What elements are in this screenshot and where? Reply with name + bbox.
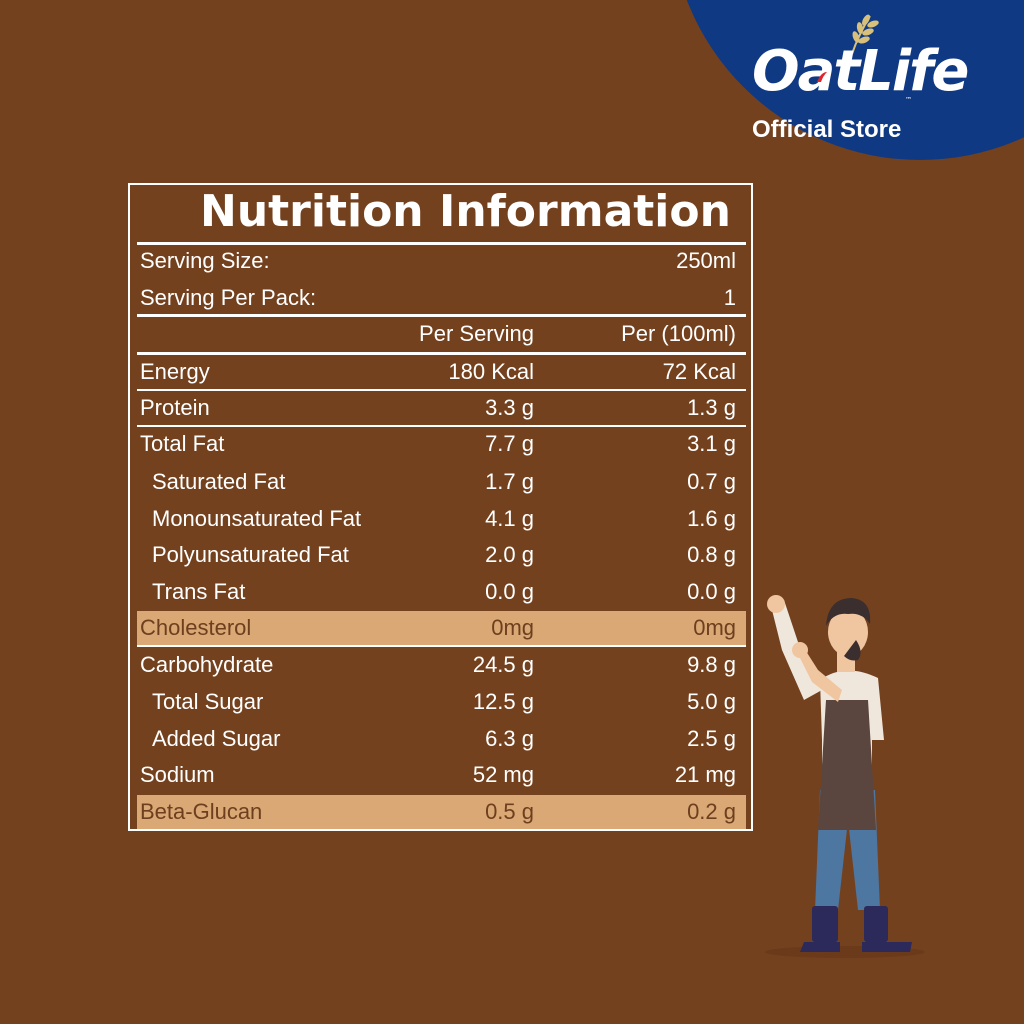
nutrient-label: Saturated Fat xyxy=(152,469,286,494)
table-row: Protein 3.3 g 1.3 g xyxy=(137,391,746,425)
per-100ml-value: 0.7 g xyxy=(687,469,736,494)
nutrient-label: Trans Fat xyxy=(152,579,246,604)
per-serving-value: 6.3 g xyxy=(485,726,534,751)
table-row: Polyunsaturated Fat 2.0 g 0.8 g xyxy=(137,538,746,572)
serving-size-row: Serving Size: 250ml xyxy=(137,244,746,278)
per-serving-value: 0.0 g xyxy=(485,579,534,604)
serving-per-pack-label: Serving Per Pack: xyxy=(140,285,317,310)
table-row: Trans Fat 0.0 g 0.0 g xyxy=(137,575,746,609)
per-100ml-value: 0mg xyxy=(693,615,736,640)
table-row-highlighted: Cholesterol 0mg 0mg xyxy=(137,611,746,645)
per-serving-value: 7.7 g xyxy=(485,431,534,456)
nutrient-label: Sodium xyxy=(140,762,215,787)
table-row: Sodium 52 mg 21 mg xyxy=(137,758,746,792)
per-serving-value: 2.0 g xyxy=(485,542,534,567)
table-row: Monounsaturated Fat 4.1 g 1.6 g xyxy=(137,502,746,536)
per-serving-value: 12.5 g xyxy=(472,689,534,714)
nutrient-label: Protein xyxy=(140,395,210,420)
nutrient-label: Monounsaturated Fat xyxy=(152,506,362,531)
per-100ml-header: Per (100ml) xyxy=(621,321,736,346)
per-100ml-value: 0.8 g xyxy=(687,542,736,567)
per-100ml-value: 72 Kcal xyxy=(662,359,736,384)
per-100ml-value: 0.0 g xyxy=(687,579,736,604)
per-100ml-value: 21 mg xyxy=(674,762,736,787)
nutrient-label: Carbohydrate xyxy=(140,652,274,677)
per-serving-value: 3.3 g xyxy=(485,395,534,420)
nutrient-label: Polyunsaturated Fat xyxy=(152,542,349,567)
per-serving-value: 52 mg xyxy=(472,762,534,787)
wheat-icon xyxy=(851,14,879,54)
per-100ml-value: 3.1 g xyxy=(687,431,736,456)
row-rule xyxy=(137,425,746,427)
per-serving-value: 24.5 g xyxy=(472,652,534,677)
title-wrap: Nutrition Information xyxy=(200,186,731,242)
per-100ml-value: 0.2 g xyxy=(687,799,736,824)
official-store-label: Official Store xyxy=(752,116,902,143)
per-serving-value: 1.7 g xyxy=(485,469,534,494)
nutrition-panel xyxy=(128,183,753,831)
per-100ml-value: 5.0 g xyxy=(687,689,736,714)
per-100ml-value: 9.8 g xyxy=(687,652,736,677)
table-row: Saturated Fat 1.7 g 0.7 g xyxy=(137,465,746,499)
serving-size-value: 250ml xyxy=(676,248,736,273)
nutrient-label: Beta-Glucan xyxy=(140,799,263,824)
table-row: Energy 180 Kcal 72 Kcal xyxy=(137,355,746,389)
column-header-row: Per Serving Per (100ml) xyxy=(137,317,746,351)
panel-title: Nutrition Information xyxy=(200,186,731,237)
table-row: Total Fat 7.7 g 3.1 g xyxy=(137,427,746,461)
serving-per-pack-value: 1 xyxy=(723,285,736,310)
per-100ml-value: 2.5 g xyxy=(687,726,736,751)
per-serving-value: 180 Kcal xyxy=(448,359,534,384)
nutrient-label: Cholesterol xyxy=(140,615,252,640)
barista-illustration xyxy=(765,595,925,958)
serving-size-label: Serving Size: xyxy=(140,248,270,273)
row-rule xyxy=(137,645,746,647)
nutrient-label: Total Fat xyxy=(140,431,225,456)
row-rule xyxy=(137,389,746,391)
per-100ml-value: 1.6 g xyxy=(687,506,736,531)
nutrient-label: Added Sugar xyxy=(152,726,281,751)
table-row: Total Sugar 12.5 g 5.0 g xyxy=(137,685,746,719)
table-row-highlighted: Beta-Glucan 0.5 g 0.2 g xyxy=(137,795,746,829)
table-row: Added Sugar 6.3 g 2.5 g xyxy=(137,722,746,756)
per-serving-value: 0mg xyxy=(491,615,534,640)
per-serving-value: 4.1 g xyxy=(485,506,534,531)
per-serving-value: 0.5 g xyxy=(485,799,534,824)
column-header-rule xyxy=(137,352,746,355)
title-rule xyxy=(137,242,746,245)
trademark: ™ xyxy=(905,96,912,104)
table-row: Carbohydrate 24.5 g 9.8 g xyxy=(137,648,746,682)
nutrient-label: Energy xyxy=(140,359,210,384)
logo-accent-icon xyxy=(817,72,827,82)
nutrient-label: Total Sugar xyxy=(152,689,264,714)
serving-per-pack-row: Serving Per Pack: 1 xyxy=(137,281,746,315)
header-rule xyxy=(137,314,746,317)
per-100ml-value: 1.3 g xyxy=(687,395,736,420)
oatlife-logo: OatLife xyxy=(752,39,969,104)
per-serving-header: Per Serving xyxy=(419,321,534,346)
